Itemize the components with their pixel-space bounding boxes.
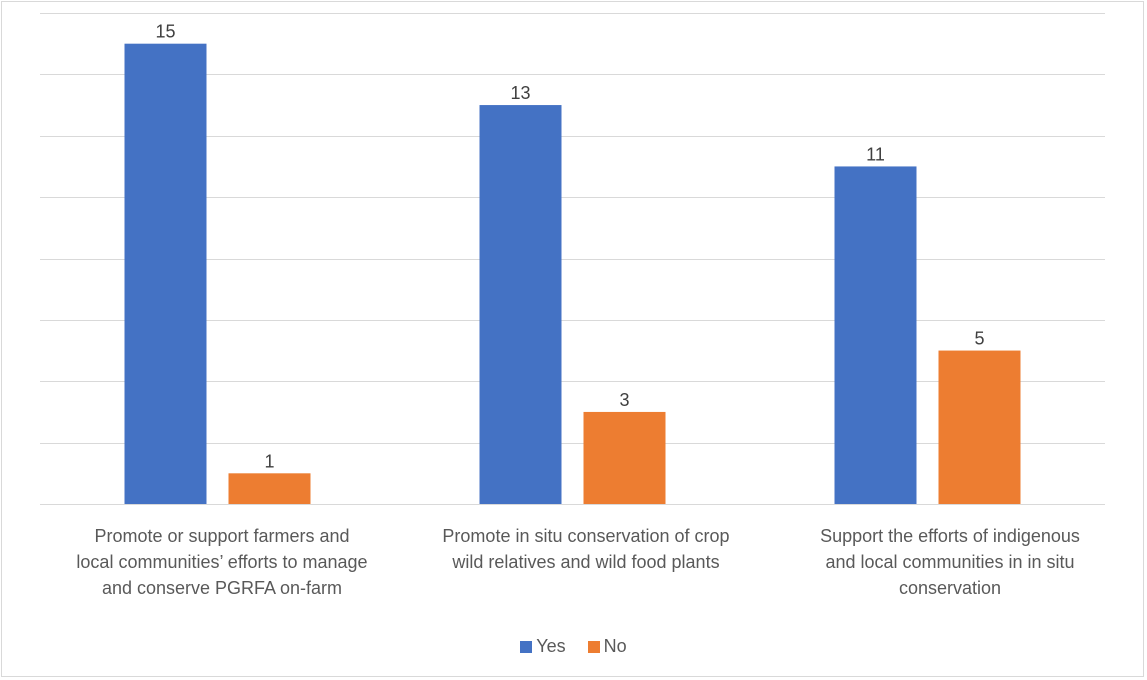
category-label-line: Support the efforts of indigenous	[820, 526, 1080, 546]
legend-label-no: No	[603, 636, 627, 656]
category-label-line: wild relatives and wild food plants	[452, 552, 720, 572]
category-label-1: Promote in situ conservation of crop wil…	[406, 523, 766, 575]
category-label-line: Promote or support farmers and	[94, 526, 350, 546]
bar-yes-1	[479, 105, 562, 504]
legend-swatch-no	[587, 640, 600, 653]
data-label-no-2: 5	[974, 329, 984, 349]
bar-no-2	[938, 350, 1021, 504]
legend-label-yes: Yes	[536, 636, 566, 656]
data-label-no-0: 1	[264, 451, 274, 471]
category-label-line: local communities’ efforts to manage	[76, 552, 368, 572]
bar-yes-2	[834, 166, 917, 504]
data-label-yes-2: 11	[866, 144, 885, 164]
category-label-line: and local communities in in situ	[825, 552, 1075, 572]
category-label-line: and conserve PGRFA on-farm	[101, 578, 343, 598]
category-label-line: conservation	[898, 578, 1002, 598]
legend: Yes No	[0, 636, 1147, 657]
data-label-yes-0: 15	[155, 22, 175, 42]
bar-no-1	[583, 411, 666, 504]
legend-swatch-yes	[520, 640, 533, 653]
data-label-yes-1: 13	[510, 83, 530, 103]
legend-item-no: No	[587, 636, 627, 657]
data-label-no-1: 3	[619, 390, 629, 410]
legend-item-yes: Yes	[520, 636, 566, 657]
bar-no-0	[228, 473, 311, 504]
category-label-line: Promote in situ conservation of crop	[442, 526, 730, 546]
category-label-0: Promote or support farmers and local com…	[42, 523, 402, 601]
category-label-2: Support the efforts of indigenous and lo…	[770, 523, 1130, 601]
bar-yes-0	[124, 43, 207, 504]
